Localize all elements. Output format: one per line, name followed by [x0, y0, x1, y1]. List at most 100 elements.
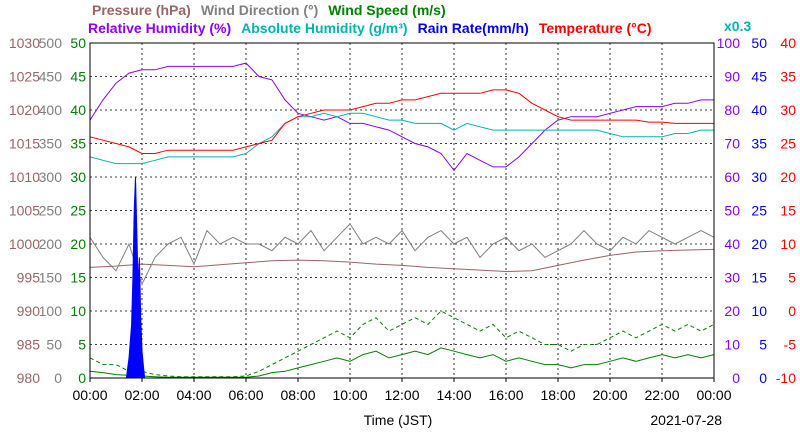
- y-tick-label-rain-rate: 10: [751, 303, 767, 319]
- x-tick-label: 06:00: [228, 387, 263, 403]
- y-tick-label-wind-speed: 30: [70, 169, 86, 185]
- series-line: [89, 248, 715, 273]
- y-tick-label-wind-direction: 450: [39, 69, 63, 85]
- x-tick-label: 00:00: [696, 387, 731, 403]
- y-tick-label-wind-speed: 0: [78, 370, 86, 386]
- y-tick-label-rain-rate: 45: [751, 69, 767, 85]
- x-tick-label: 22:00: [644, 387, 679, 403]
- y-tick-label-wind-direction: 200: [39, 236, 63, 252]
- legend-entry: Temperature (°C): [539, 20, 652, 36]
- x-tick-label: 16:00: [488, 387, 523, 403]
- y-tick-label-pressure: 1005: [9, 203, 40, 219]
- y-tick-label-pressure: 980: [17, 370, 41, 386]
- y-tick-label-humidity: 90: [724, 69, 740, 85]
- series-line: [89, 310, 715, 378]
- y-tick-label-wind-direction: 300: [39, 169, 63, 185]
- x-axis-title: Time (JST): [364, 412, 433, 428]
- y-tick-label-humidity: 80: [724, 102, 740, 118]
- y-tick-label-temperature: -10: [776, 370, 796, 386]
- y-tick-label-wind-direction: 100: [39, 303, 63, 319]
- y-tick-label-humidity: 60: [724, 169, 740, 185]
- grid: [90, 43, 714, 378]
- y-tick-label-pressure: 1030: [9, 35, 40, 51]
- legend-entry: Relative Humidity (%): [88, 20, 231, 36]
- y-tick-label-wind-direction: 400: [39, 102, 63, 118]
- y-tick-label-temperature: 15: [780, 203, 796, 219]
- legend-entry: Absolute Humidity (g/m³): [241, 20, 407, 36]
- series: [89, 62, 715, 379]
- y-tick-label-pressure: 1000: [9, 236, 40, 252]
- rain-scale-note: x0.3: [724, 18, 751, 34]
- y-tick-label-rain-rate: 50: [751, 35, 767, 51]
- y-tick-label-wind-direction: 150: [39, 270, 63, 286]
- y-tick-label-temperature: 20: [780, 169, 796, 185]
- y-tick-label-wind-direction: 250: [39, 203, 63, 219]
- y-tick-label-rain-rate: 15: [751, 270, 767, 286]
- y-tick-label-wind-speed: 10: [70, 303, 86, 319]
- series-rain-rate-area: [90, 176, 714, 379]
- y-tick-label-pressure: 985: [17, 337, 41, 353]
- y-axis-ticks: 9809859909951000100510101015102010251030…: [9, 35, 796, 386]
- y-tick-label-temperature: 30: [780, 102, 796, 118]
- y-tick-label-wind-speed: 35: [70, 136, 86, 152]
- series-line: [89, 89, 714, 154]
- y-tick-label-humidity: 70: [724, 136, 740, 152]
- y-tick-label-rain-rate: 0: [759, 370, 767, 386]
- x-axis-ticks: 00:00 02:00 04:00 06:00 08:00 10:00 12:00 14:00…: [72, 378, 732, 403]
- legend-entry: Wind Speed (m/s): [328, 2, 445, 18]
- y-tick-label-wind-direction: 500: [39, 35, 63, 51]
- y-tick-label-temperature: 25: [780, 136, 796, 152]
- y-tick-label-rain-rate: 5: [759, 337, 767, 353]
- y-tick-label-pressure: 1015: [9, 136, 40, 152]
- y-tick-label-temperature: 0: [788, 303, 796, 319]
- y-tick-label-wind-speed: 25: [70, 203, 86, 219]
- y-tick-label-rain-rate: 35: [751, 136, 767, 152]
- x-tick-label: 04:00: [176, 387, 211, 403]
- chart-date: 2021-07-28: [650, 412, 722, 428]
- y-tick-label-temperature: 10: [780, 236, 796, 252]
- x-tick-label: 02:00: [124, 387, 159, 403]
- y-tick-label-wind-direction: 50: [46, 337, 62, 353]
- y-tick-label-pressure: 1025: [9, 69, 40, 85]
- y-tick-label-humidity: 20: [724, 303, 740, 319]
- series-line: [89, 347, 715, 378]
- x-tick-label: 00:00: [72, 387, 107, 403]
- y-tick-label-pressure: 1010: [9, 169, 40, 185]
- y-tick-label-wind-speed: 50: [70, 35, 86, 51]
- series-line: [89, 223, 715, 286]
- y-tick-label-wind-speed: 45: [70, 69, 86, 85]
- y-tick-label-rain-rate: 20: [751, 236, 767, 252]
- y-tick-label-humidity: 100: [717, 35, 741, 51]
- series-line: [89, 62, 714, 172]
- y-tick-label-humidity: 30: [724, 270, 740, 286]
- y-tick-label-humidity: 10: [724, 337, 740, 353]
- y-tick-label-humidity: 50: [724, 203, 740, 219]
- y-tick-label-pressure: 1020: [9, 102, 40, 118]
- y-tick-label-humidity: 40: [724, 236, 740, 252]
- legend-entry: Wind Direction (°): [201, 2, 318, 18]
- y-tick-label-temperature: 35: [780, 69, 796, 85]
- legend: Pressure (hPa) Wind Direction (°) Wind Spe…: [88, 2, 652, 36]
- y-tick-label-wind-speed: 5: [78, 337, 86, 353]
- y-tick-label-rain-rate: 40: [751, 102, 767, 118]
- x-tick-label: 08:00: [280, 387, 315, 403]
- x-tick-label: 10:00: [332, 387, 367, 403]
- legend-entry: Rain Rate(mm/h): [418, 20, 529, 36]
- y-tick-label-temperature: 40: [780, 35, 796, 51]
- y-tick-label-humidity: 0: [732, 370, 740, 386]
- x-tick-label: 12:00: [384, 387, 419, 403]
- y-tick-label-pressure: 995: [17, 270, 41, 286]
- y-tick-label-wind-speed: 15: [70, 270, 86, 286]
- legend-entry: Pressure (hPa): [92, 2, 191, 18]
- y-tick-label-wind-direction: 0: [54, 370, 62, 386]
- series-line: [89, 112, 714, 165]
- y-tick-label-wind-speed: 20: [70, 236, 86, 252]
- y-tick-label-temperature: -5: [784, 337, 797, 353]
- x-tick-label: 18:00: [540, 387, 575, 403]
- y-tick-label-rain-rate: 25: [751, 203, 767, 219]
- y-tick-label-wind-speed: 40: [70, 102, 86, 118]
- x-tick-label: 20:00: [592, 387, 627, 403]
- y-tick-label-temperature: 5: [788, 270, 796, 286]
- x-tick-label: 14:00: [436, 387, 471, 403]
